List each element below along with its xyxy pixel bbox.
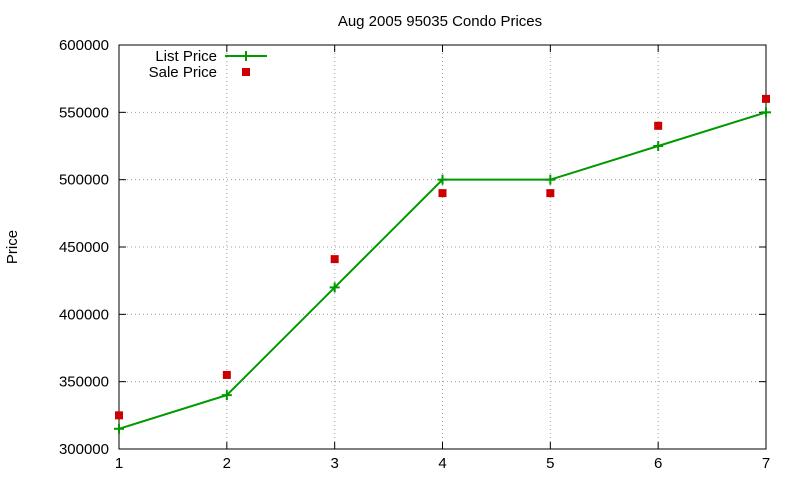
sale-price-point bbox=[762, 94, 770, 103]
y-tick-label: 500000 bbox=[59, 172, 109, 189]
data-series bbox=[114, 94, 771, 434]
x-tick-label: 4 bbox=[438, 455, 446, 472]
x-tick-label: 3 bbox=[330, 455, 338, 472]
y-axis-label: Price bbox=[4, 230, 21, 264]
list-price-point bbox=[329, 282, 340, 293]
list-price-point bbox=[114, 423, 124, 434]
legend-plus-swatch bbox=[241, 51, 251, 61]
legend-square-swatch bbox=[242, 68, 250, 76]
grid-lines bbox=[119, 45, 766, 449]
sale-price-point bbox=[654, 121, 663, 130]
x-tick-label: 5 bbox=[546, 455, 554, 472]
list-price-point bbox=[653, 141, 664, 151]
y-tick-label: 300000 bbox=[59, 441, 109, 458]
sale-price-point bbox=[330, 255, 339, 264]
x-tick-label: 6 bbox=[654, 455, 662, 472]
axis-ticks: 300000 350000 400000 450000 500000 550000 6000… bbox=[59, 37, 770, 472]
x-tick-label: 7 bbox=[762, 455, 770, 472]
x-tick-label: 1 bbox=[115, 455, 123, 472]
y-tick-label: 350000 bbox=[59, 374, 109, 391]
legend-label: List Price bbox=[155, 48, 217, 65]
list-price-point bbox=[221, 390, 232, 401]
list-price-point bbox=[761, 107, 771, 118]
y-tick-label: 450000 bbox=[59, 239, 109, 256]
chart-title: Aug 2005 95035 Condo Prices bbox=[338, 13, 542, 30]
sale-price-point bbox=[222, 370, 231, 379]
list-price-point bbox=[437, 174, 448, 185]
list-price-point bbox=[545, 174, 556, 185]
x-tick-label: 2 bbox=[223, 455, 231, 472]
y-tick-label: 600000 bbox=[59, 37, 109, 54]
y-tick-label: 550000 bbox=[59, 104, 109, 121]
y-tick-label: 400000 bbox=[59, 306, 109, 323]
sale-price-point bbox=[546, 189, 555, 198]
legend-label: Sale Price bbox=[149, 64, 217, 81]
sale-price-point bbox=[115, 411, 123, 420]
series-0 bbox=[114, 107, 771, 434]
sale-price-point bbox=[438, 189, 447, 198]
series-1 bbox=[115, 94, 770, 420]
